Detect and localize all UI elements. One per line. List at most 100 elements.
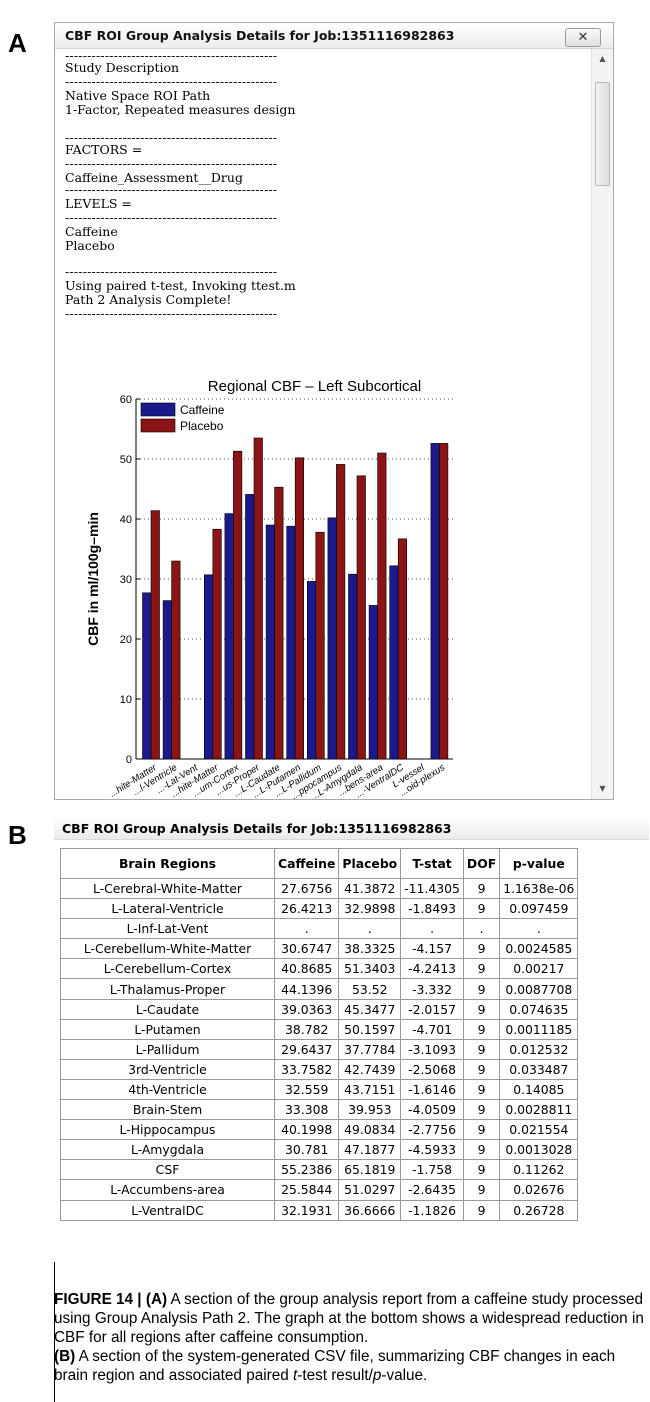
level-2: Placebo	[65, 238, 115, 253]
legend-swatch	[140, 418, 176, 433]
bar-placebo	[233, 450, 243, 760]
bar-caffeine	[204, 574, 214, 760]
value-cell: 47.1877	[338, 1139, 402, 1161]
table-row: L-Pallidum 29.6437 37.7784 -3.1093 9 0.012532	[60, 1038, 579, 1060]
value-cell: 9	[462, 1099, 501, 1121]
value-cell: 0.0087708	[499, 978, 579, 1000]
value-cell: 0.012532	[499, 1038, 579, 1060]
scroll-down-arrow-icon[interactable]: ▼	[599, 784, 606, 793]
value-cell: 0.02676	[499, 1179, 579, 1201]
value-cell: 0.0024585	[499, 938, 579, 960]
column-header: T-stat	[400, 848, 464, 879]
report-window: CBF ROI Group Analysis Details for Job:1…	[54, 22, 614, 800]
value-cell: -4.157	[400, 938, 464, 960]
value-cell: 49.0834	[338, 1119, 402, 1141]
value-cell: -4.0509	[400, 1099, 464, 1121]
bar-placebo	[150, 510, 160, 760]
bar-caffeine	[307, 581, 317, 760]
value-cell: .	[338, 918, 402, 940]
region-cell: L-VentralDC	[60, 1199, 275, 1221]
scroll-up-arrow-icon[interactable]: ▲	[599, 54, 606, 63]
region-cell: L-Caudate	[60, 998, 275, 1020]
table-row: L-Putamen 38.782 50.1597 -4.701 9 0.0011185	[60, 1018, 579, 1040]
bar-placebo	[356, 475, 366, 760]
legend-swatch	[140, 402, 176, 417]
y-tick-label: 10	[120, 694, 132, 706]
value-cell: -1.1826	[400, 1199, 464, 1221]
csv-title: CBF ROI Group Analysis Details for Job:1…	[54, 818, 649, 840]
value-cell: 9	[462, 1038, 501, 1060]
caption-p: p	[372, 1367, 382, 1384]
region-cell: L-Accumbens-area	[60, 1179, 275, 1201]
value-cell: 40.8685	[273, 958, 340, 980]
panel-a-label: A	[8, 28, 27, 58]
region-cell: L-Thalamus-Proper	[60, 978, 275, 1000]
table-row: CSF 55.2386 65.1819 -1.758 9 0.11262	[60, 1159, 579, 1181]
value-cell: 51.0297	[338, 1179, 402, 1201]
region-cell: L-Pallidum	[60, 1038, 275, 1060]
value-cell: 1.1638e-06	[499, 877, 579, 900]
region-cell: L-Cerebellum-Cortex	[60, 958, 275, 980]
table-row: L-Cerebellum-White-Matter 30.6747 38.3325-…	[60, 938, 579, 960]
scroll-thumb[interactable]	[595, 82, 610, 186]
value-cell: .	[499, 918, 579, 940]
bar-placebo	[439, 443, 449, 760]
bar-caffeine	[348, 573, 358, 760]
column-header: DOF	[462, 848, 501, 879]
value-cell: 9	[462, 877, 501, 900]
vertical-scrollbar[interactable]: ▲ ▼	[591, 49, 613, 799]
value-cell: .	[273, 918, 340, 940]
value-cell: 9	[462, 898, 501, 920]
cbf-bar-chart: 0 10 20 30 40 50 60 Regional CBF – Left Subcort…	[85, 378, 453, 799]
y-tick-label: 40	[120, 514, 132, 526]
table-row: L-Thalamus-Proper 44.1396 53.52 -3.332 9 0.00…	[60, 978, 579, 1000]
value-cell: -2.0157	[400, 998, 464, 1020]
bar-caffeine	[265, 524, 275, 760]
factor-name: Caffeine_Assessment__Drug	[65, 170, 243, 185]
value-cell: .	[400, 918, 464, 940]
region-cell: 4th-Ventricle	[60, 1078, 275, 1101]
value-cell: 45.3477	[338, 998, 402, 1020]
legend-label: Placebo	[180, 419, 224, 433]
value-cell: -4.2413	[400, 958, 464, 980]
value-cell: 36.6666	[338, 1199, 402, 1221]
ttest-line: Using paired t-test, Invoking ttest.m	[65, 278, 296, 293]
value-cell: 30.6747	[273, 938, 340, 960]
close-button[interactable]: ✕	[565, 28, 601, 47]
value-cell: -3.1093	[400, 1038, 464, 1060]
caption-label: FIGURE 14 |	[54, 1291, 146, 1308]
region-cell: Brain-Stem	[60, 1099, 275, 1121]
bar-placebo	[274, 486, 284, 760]
value-cell: 0.0011185	[499, 1018, 579, 1040]
value-cell: 0.0013028	[499, 1139, 579, 1161]
value-cell: -4.5933	[400, 1139, 464, 1161]
value-cell: 9	[462, 1139, 501, 1161]
bar-caffeine	[224, 513, 234, 760]
bar-caffeine	[142, 592, 152, 760]
value-cell: 9	[462, 938, 501, 960]
table-row: 4th-Ventricle 32.559 43.7151 -1.6146 9 0.1408…	[60, 1078, 579, 1101]
region-cell: 3rd-Ventricle	[60, 1058, 275, 1080]
y-axis-label: CBF in ml/100g–min	[85, 512, 101, 646]
value-cell: 9	[462, 978, 501, 1000]
value-cell: 38.3325	[338, 938, 402, 960]
design: 1-Factor, Repeated measures design	[65, 102, 296, 117]
csv-table: Brain Regions Caffeine Placebo T-stat DOF p-v…	[60, 848, 579, 1221]
bar-placebo	[315, 531, 325, 760]
column-header: p-value	[499, 848, 579, 879]
bar-placebo	[377, 452, 387, 760]
value-cell: 50.1597	[338, 1018, 402, 1040]
value-cell: 9	[462, 1159, 501, 1181]
value-cell: 29.6437	[273, 1038, 340, 1060]
value-cell: 9	[462, 1018, 501, 1040]
caption-rule	[54, 1262, 55, 1402]
report-body: ----------------------------------------…	[55, 49, 591, 799]
value-cell: 0.0028811	[499, 1099, 579, 1121]
bar-placebo	[294, 457, 304, 760]
value-cell: 51.3403	[338, 958, 402, 980]
value-cell: 9	[462, 1119, 501, 1141]
value-cell: 32.9898	[338, 898, 402, 920]
value-cell: 38.782	[273, 1018, 340, 1040]
value-cell: 27.6756	[273, 877, 340, 900]
separator: ----------------------------------------…	[65, 156, 278, 171]
